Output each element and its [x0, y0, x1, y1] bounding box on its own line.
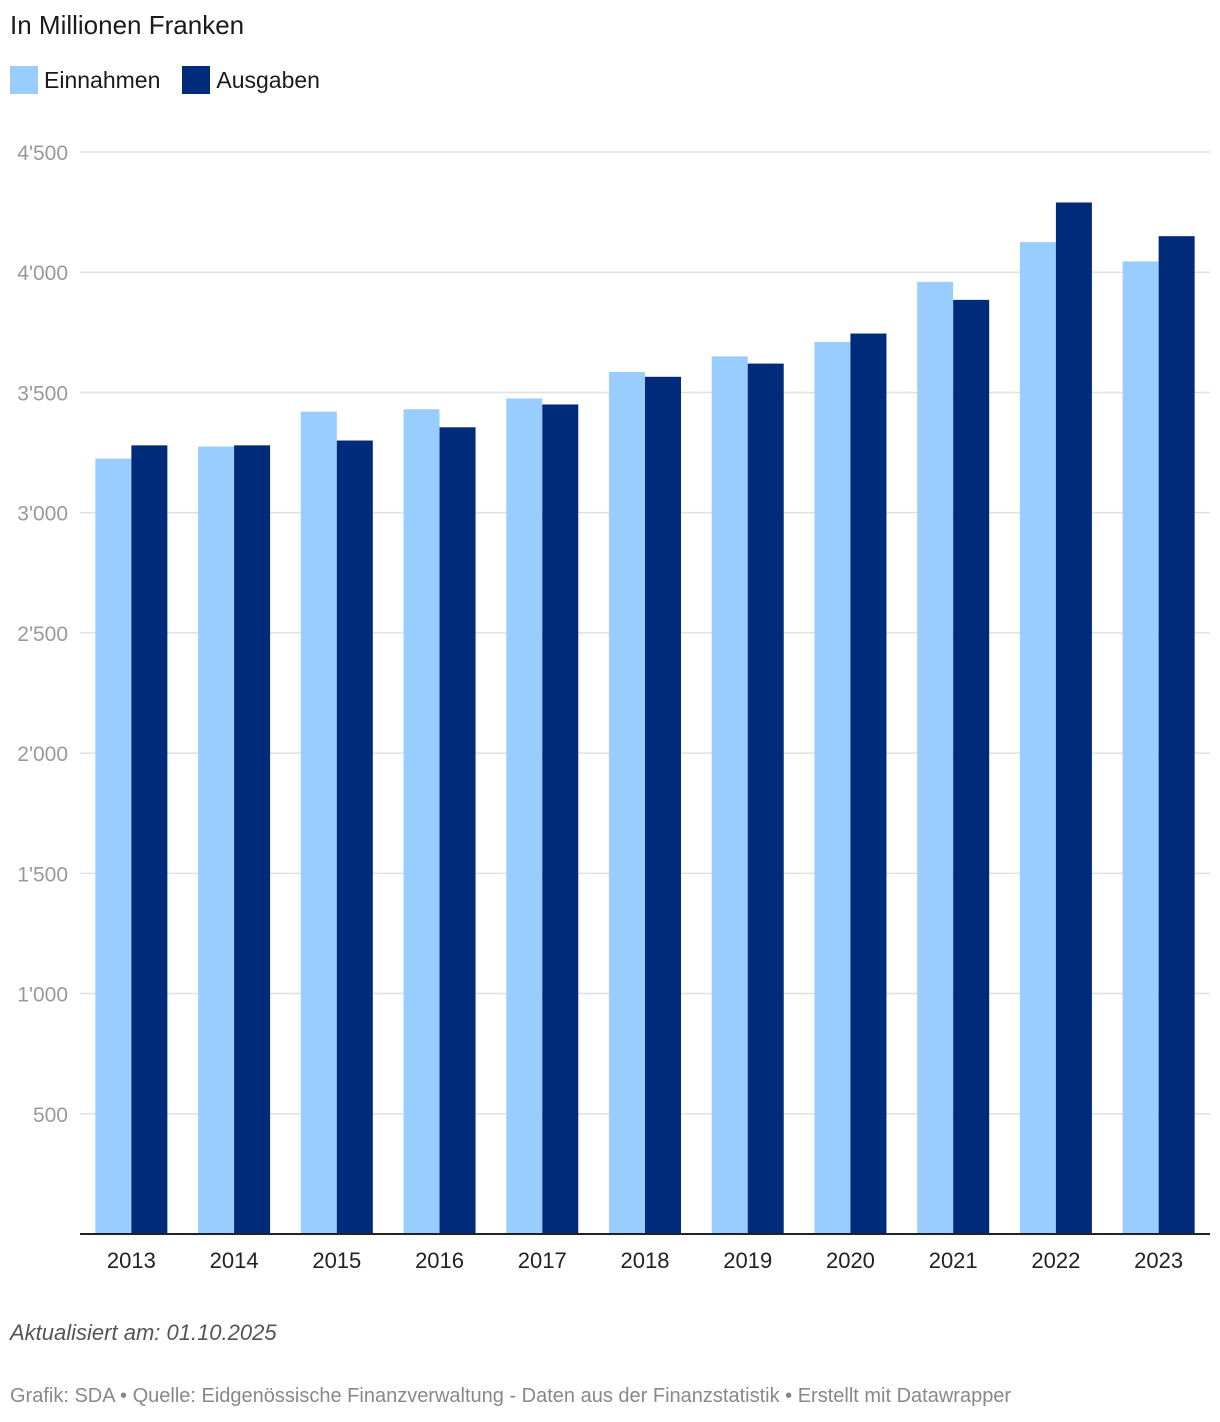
bar-einnahmen-2023: [1122, 261, 1159, 1234]
bar-ausgaben-2020: [850, 333, 887, 1235]
y-tick-label-4500: 4'500: [17, 142, 68, 165]
source-note: Grafik: SDA • Quelle: Eidgenössische Fin…: [10, 1385, 1012, 1407]
bar-ausgaben-2021: [953, 299, 990, 1234]
x-tick-label-2017: 2017: [518, 1248, 567, 1273]
legend-item-ausgaben: Ausgaben: [182, 66, 320, 94]
x-tick-label-2013: 2013: [107, 1248, 156, 1273]
y-tick-label-3000: 3'000: [17, 503, 68, 526]
y-tick-label-2000: 2'000: [17, 743, 68, 766]
bar-ausgaben-2016: [439, 427, 476, 1234]
legend-label-ausgaben: Ausgaben: [216, 66, 320, 93]
bar-ausgaben-2015: [336, 440, 373, 1234]
x-tick-label-2019: 2019: [723, 1248, 772, 1273]
bar-ausgaben-2018: [645, 376, 681, 1234]
bar-ausgaben-2022: [1055, 202, 1092, 1235]
bar-einnahmen-2018: [609, 372, 645, 1234]
legend-swatch-ausgaben: [182, 66, 211, 94]
bar-ausgaben-2013: [131, 445, 168, 1234]
y-tick-label-3500: 3'500: [17, 382, 68, 405]
updated-date: Aktualisiert am: 01.10.2025: [10, 1320, 277, 1345]
x-tick-label-2018: 2018: [621, 1248, 670, 1273]
bar-einnahmen-2020: [814, 341, 851, 1234]
bar-einnahmen-2019: [711, 356, 748, 1234]
legend-item-einnahmen: Einnahmen: [10, 66, 160, 94]
bar-einnahmen-2015: [300, 411, 337, 1234]
bar-einnahmen-2022: [1019, 242, 1056, 1235]
x-tick-label-2022: 2022: [1031, 1248, 1080, 1273]
bar-ausgaben-2017: [542, 404, 579, 1234]
bar-chart: 500 1'000 1'500 2'000 2'500 3'000 3'500 4'000 4'…: [17, 142, 1210, 1273]
bar-ausgaben-2014: [234, 445, 271, 1234]
y-tick-label-2500: 2'500: [17, 623, 68, 646]
x-tick-label-2016: 2016: [415, 1248, 464, 1273]
y-tick-label-4000: 4'000: [17, 262, 68, 285]
legend-swatch-einnahmen: [10, 66, 38, 94]
bar-einnahmen-2013: [95, 458, 132, 1235]
bar-einnahmen-2016: [403, 409, 440, 1235]
bar-einnahmen-2014: [198, 446, 235, 1234]
legend-label-einnahmen: Einnahmen: [44, 66, 161, 93]
bar-einnahmen-2017: [506, 398, 543, 1234]
x-tick-label-2015: 2015: [312, 1248, 361, 1273]
x-tick-label-2023: 2023: [1134, 1248, 1183, 1273]
x-tick-label-2021: 2021: [929, 1248, 978, 1273]
bar-ausgaben-2023: [1158, 236, 1195, 1235]
legend: Einnahmen Ausgaben: [10, 66, 342, 94]
y-tick-label-500: 500: [33, 1104, 68, 1127]
y-tick-label-1000: 1'000: [17, 984, 68, 1007]
x-tick-label-2020: 2020: [826, 1248, 875, 1273]
x-tick-label-2014: 2014: [210, 1248, 259, 1273]
y-tick-label-1500: 1'500: [17, 863, 68, 886]
bar-ausgaben-2019: [747, 363, 784, 1234]
chart-subtitle: In Millionen Franken: [10, 10, 245, 40]
bar-einnahmen-2021: [917, 281, 954, 1235]
